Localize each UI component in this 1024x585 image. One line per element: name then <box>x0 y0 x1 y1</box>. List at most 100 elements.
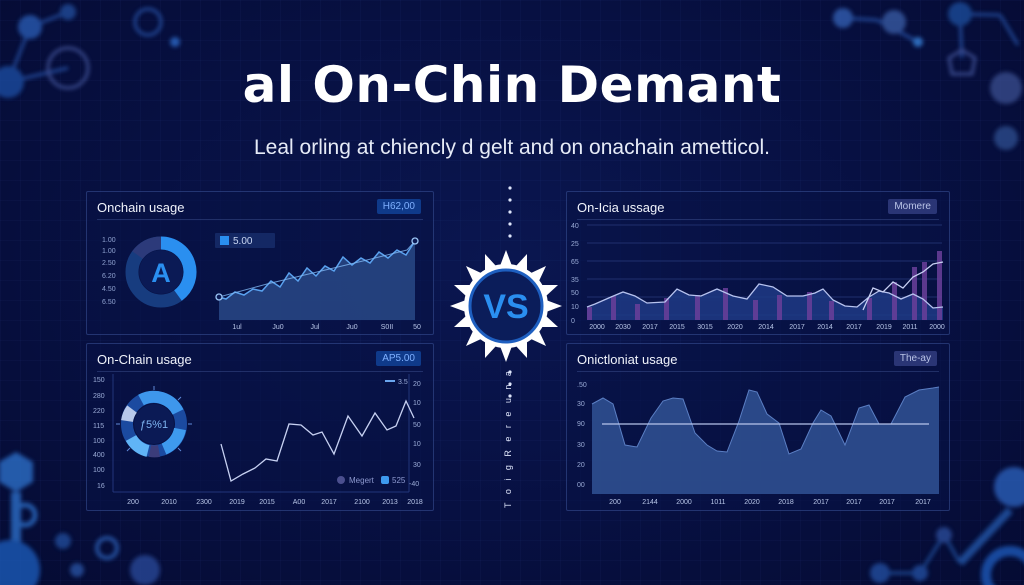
svg-text:Ju0: Ju0 <box>346 324 357 331</box>
svg-text:30: 30 <box>413 462 421 469</box>
svg-text:1011: 1011 <box>710 499 725 506</box>
svg-text:2017: 2017 <box>879 499 895 506</box>
vs-text: VS <box>483 288 528 326</box>
svg-text:2019: 2019 <box>229 499 245 506</box>
svg-text:2300: 2300 <box>196 499 212 506</box>
divider <box>97 219 423 220</box>
panel-badge[interactable]: Momere <box>888 199 937 214</box>
legend-swatch <box>220 236 229 245</box>
vertical-caption: T o i g R e r e u n a <box>503 368 513 508</box>
donut-chart: A <box>125 236 197 308</box>
x-axis-ticks: 200 2010 2300 2019 2015 A00 2017 2100 20… <box>127 499 423 506</box>
svg-text:16: 16 <box>97 483 105 490</box>
panel-onchain-usage-top-left: Onchain usage H62,00 1.00 1.00 2.50 6.20… <box>86 191 434 335</box>
svg-text:2000: 2000 <box>589 324 605 331</box>
page-subtitle: Leal orling at chiencly d gelt and on on… <box>254 136 770 159</box>
area-fill <box>592 387 939 494</box>
svg-text:00: 00 <box>577 482 585 489</box>
svg-text:10: 10 <box>413 400 421 407</box>
panel-badge[interactable]: The-ay <box>893 351 937 366</box>
svg-text:2144: 2144 <box>642 499 658 506</box>
svg-text:2030: 2030 <box>615 324 631 331</box>
svg-text:200: 200 <box>127 499 139 506</box>
svg-text:100: 100 <box>93 438 105 445</box>
svg-text:40: 40 <box>571 223 579 230</box>
svg-text:2014: 2014 <box>817 324 833 331</box>
svg-text:6.20: 6.20 <box>102 273 116 280</box>
svg-text:20: 20 <box>577 462 585 469</box>
vs-circle <box>468 268 544 344</box>
svg-text:4.50: 4.50 <box>102 286 116 293</box>
svg-text:200: 200 <box>609 499 621 506</box>
svg-text:Ju0: Ju0 <box>272 324 283 331</box>
svg-text:25: 25 <box>571 241 579 248</box>
ring-gauge: ƒ5%1 <box>116 386 192 458</box>
line-series <box>220 399 415 482</box>
area-line <box>591 386 940 455</box>
panel-title: On-Chain usage <box>97 352 192 367</box>
svg-text:A: A <box>151 258 171 288</box>
svg-text:2017: 2017 <box>642 324 658 331</box>
svg-text:30: 30 <box>577 442 585 449</box>
svg-text:2018: 2018 <box>778 499 794 506</box>
svg-text:50: 50 <box>413 422 421 429</box>
svg-text:Jul: Jul <box>311 324 320 331</box>
panel-chart: .50 30 90 30 20 00 200 2144 2000 1011 20… <box>577 382 940 506</box>
panel-title: Onchain usage <box>97 200 185 215</box>
y-axis-ticks: 40 25 65 35 50 10 0 <box>571 223 579 325</box>
svg-text:2014: 2014 <box>758 324 774 331</box>
panel-title: Onictloniat usage <box>577 352 678 367</box>
svg-text:10: 10 <box>413 441 421 448</box>
svg-text:2000: 2000 <box>929 324 945 331</box>
panel-badge[interactable]: H62,00 <box>376 199 421 214</box>
panel-on-icia-usage-top-right: On-Icia ussage Momere 40 25 65 35 50 10 … <box>566 191 950 335</box>
svg-text:2017: 2017 <box>789 324 805 331</box>
bars <box>587 251 942 320</box>
svg-text:20: 20 <box>413 381 421 388</box>
svg-text:1ul: 1ul <box>232 324 242 331</box>
legend-swatch-b <box>381 476 389 484</box>
svg-text:2100: 2100 <box>354 499 370 506</box>
panel-chart: 1.00 1.00 2.50 6.20 4.50 6.50 A 5.00 <box>102 233 421 331</box>
left-y-axis-ticks: 150 280 220 115 100 400 100 16 <box>93 377 105 490</box>
bottom-left-line-overlay <box>86 343 434 511</box>
divider <box>577 371 939 372</box>
vs-badge: VS <box>448 248 564 364</box>
svg-text:.50: .50 <box>577 382 587 389</box>
x-axis-ticks: 1ul Ju0 Jul Ju0 S0II 50 <box>232 324 421 331</box>
svg-text:2020: 2020 <box>727 324 743 331</box>
svg-text:220: 220 <box>93 408 105 415</box>
panel-chart: 150 280 220 115 100 400 100 16 20 10 50 … <box>93 374 423 506</box>
svg-text:S0II: S0II <box>381 324 394 331</box>
svg-text:2017: 2017 <box>846 324 862 331</box>
vs-divider-dots <box>508 186 512 398</box>
legend-swatch-a <box>337 476 345 484</box>
svg-text:90: 90 <box>577 421 585 428</box>
y-axis-ticks: 1.00 1.00 2.50 6.20 4.50 6.50 <box>102 237 116 306</box>
svg-text:100: 100 <box>93 467 105 474</box>
area-chart <box>215 237 419 320</box>
x-axis-ticks: 200 2144 2000 1011 2020 2018 2017 2017 2… <box>609 499 931 506</box>
y-axis-ticks: .50 30 90 30 20 00 <box>577 382 587 489</box>
ring-label: ƒ5%1 <box>140 419 168 431</box>
svg-text:280: 280 <box>93 393 105 400</box>
legend-value: 5.00 <box>233 236 253 247</box>
area-fill <box>587 284 943 320</box>
svg-text:2017: 2017 <box>321 499 337 506</box>
svg-text:2000: 2000 <box>676 499 692 506</box>
svg-text:2011: 2011 <box>902 324 917 331</box>
svg-text:-40: -40 <box>409 481 419 488</box>
divider <box>97 371 423 372</box>
svg-text:35: 35 <box>571 277 579 284</box>
svg-text:150: 150 <box>93 377 105 384</box>
svg-text:65: 65 <box>571 259 579 266</box>
svg-text:2010: 2010 <box>161 499 177 506</box>
svg-text:2.50: 2.50 <box>102 260 116 267</box>
x-axis-ticks: 2000 2030 2017 2015 3015 2020 2014 2017 … <box>589 324 945 331</box>
panel-title: On-Icia ussage <box>577 200 665 215</box>
panel-badge[interactable]: AP5.00 <box>376 351 421 366</box>
svg-text:A00: A00 <box>293 499 306 506</box>
svg-text:6.50: 6.50 <box>102 299 116 306</box>
panel-chart: 40 25 65 35 50 10 0 <box>571 223 945 331</box>
trend-line <box>862 261 944 311</box>
